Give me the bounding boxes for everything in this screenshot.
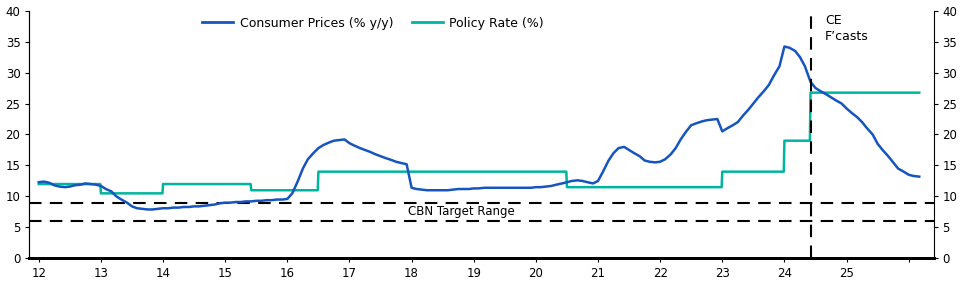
Text: CE: CE bbox=[824, 14, 842, 27]
Text: CBN Target Range: CBN Target Range bbox=[408, 205, 514, 219]
Text: F’casts: F’casts bbox=[824, 30, 869, 43]
Legend: Consumer Prices (% y/y), Policy Rate (%): Consumer Prices (% y/y), Policy Rate (%) bbox=[197, 12, 549, 35]
